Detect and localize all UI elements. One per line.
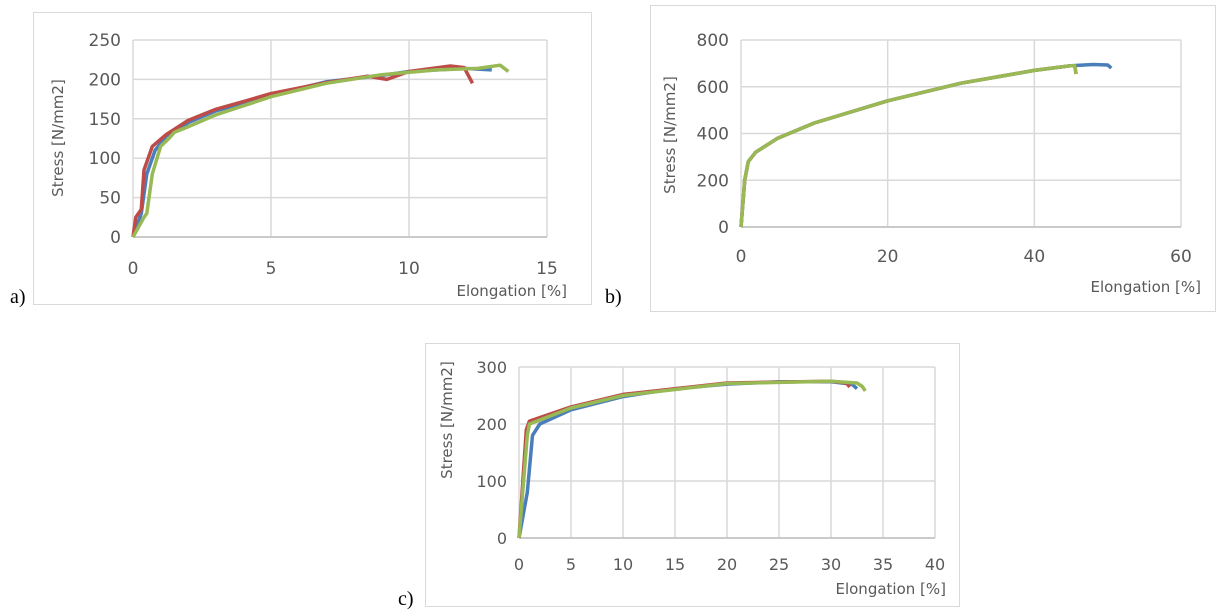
series-line-green xyxy=(739,63,1078,228)
y-tick-label: 0 xyxy=(718,218,729,238)
panel-label-c: c) xyxy=(398,588,414,610)
x-tick-label: 25 xyxy=(769,555,789,574)
x-tick-label: 10 xyxy=(613,555,633,574)
x-tick-label: 10 xyxy=(398,259,420,279)
y-tick-label: 150 xyxy=(89,110,121,130)
x-axis-label: Elongation [%] xyxy=(1090,278,1201,296)
chart-c: 0 5 10 15 20 25 30 35 40 0 100 200 300 Elongation [%]… xyxy=(438,358,946,598)
x-tick-label: 5 xyxy=(266,259,277,279)
y-tick-label: 50 xyxy=(99,189,121,209)
series-line-green xyxy=(517,379,867,539)
y-tick-label: 250 xyxy=(89,31,121,51)
x-tick-label: 0 xyxy=(736,247,747,267)
y-tick-label: 600 xyxy=(697,78,729,98)
x-tick-label: 20 xyxy=(877,247,899,267)
y-tick-label: 0 xyxy=(497,529,507,548)
panel-label-b: b) xyxy=(605,286,622,308)
x-tick-label: 20 xyxy=(717,555,737,574)
y-tick-label: 200 xyxy=(476,415,507,434)
x-tick-label: 5 xyxy=(566,555,576,574)
x-tick-label: 15 xyxy=(536,259,558,279)
y-tick-label: 100 xyxy=(89,149,121,169)
panel-label-a: a) xyxy=(10,286,26,308)
series-line-red xyxy=(131,64,475,238)
x-axis-label: Elongation [%] xyxy=(835,580,946,598)
y-axis-label: Stress [N/mm2] xyxy=(438,361,456,479)
series-line-blue xyxy=(131,66,492,238)
x-tick-label: 30 xyxy=(821,555,841,574)
y-tick-label: 0 xyxy=(110,228,121,248)
y-tick-label: 100 xyxy=(476,472,507,491)
y-tick-label: 800 xyxy=(697,31,729,51)
series-line-green xyxy=(131,63,510,238)
series-line-blue xyxy=(517,380,859,539)
y-tick-label: 300 xyxy=(476,358,507,377)
x-tick-label: 40 xyxy=(1024,247,1046,267)
x-tick-label: 35 xyxy=(873,555,893,574)
x-tick-label: 0 xyxy=(128,259,139,279)
x-tick-label: 60 xyxy=(1170,247,1192,267)
y-tick-label: 400 xyxy=(697,125,729,145)
x-tick-label: 0 xyxy=(514,555,524,574)
series-line-red xyxy=(739,63,1078,228)
series-line-blue xyxy=(739,62,1113,228)
x-tick-label: 15 xyxy=(665,555,685,574)
y-tick-label: 200 xyxy=(697,171,729,191)
series-line-red xyxy=(517,379,852,539)
x-tick-label: 40 xyxy=(925,555,945,574)
y-axis-label: Stress [N/mm2] xyxy=(661,76,679,194)
y-tick-label: 200 xyxy=(89,70,121,90)
y-axis-label: Stress [N/mm2] xyxy=(49,79,67,197)
x-axis-label: Elongation [%] xyxy=(456,282,567,300)
chart-panel-b xyxy=(650,5,1216,312)
